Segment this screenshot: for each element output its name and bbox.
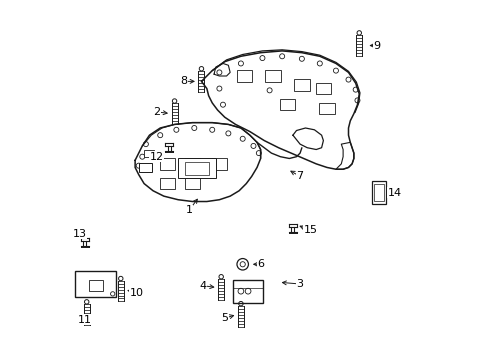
Text: 3: 3	[296, 279, 303, 289]
Text: 10: 10	[130, 288, 143, 298]
Bar	[373, 184, 384, 201]
Bar	[184, 158, 200, 170]
Text: 4: 4	[199, 281, 206, 291]
Bar	[144, 149, 154, 157]
Text: 1: 1	[185, 206, 192, 216]
Bar	[236, 70, 252, 82]
Bar	[371, 181, 385, 204]
Bar	[185, 162, 208, 175]
Bar	[75, 271, 116, 297]
Text: 6: 6	[257, 259, 264, 269]
Text: 13: 13	[72, 229, 86, 239]
Bar	[211, 158, 227, 170]
Text: 15: 15	[303, 225, 317, 235]
Bar	[232, 279, 263, 303]
Bar	[315, 83, 330, 94]
Bar	[184, 178, 200, 189]
Bar	[159, 158, 175, 170]
Text: 14: 14	[387, 188, 401, 198]
Bar	[319, 103, 334, 114]
Bar	[279, 99, 295, 111]
Bar	[265, 70, 281, 82]
Text: 9: 9	[373, 41, 380, 50]
Text: 5: 5	[221, 313, 228, 323]
Text: 11: 11	[78, 315, 92, 325]
Bar	[159, 178, 175, 189]
Text: 2: 2	[153, 107, 160, 117]
Bar	[293, 79, 309, 91]
Bar	[178, 158, 215, 178]
Text: 8: 8	[180, 76, 187, 86]
Text: 12: 12	[149, 152, 163, 162]
Bar	[88, 280, 102, 291]
Bar	[139, 163, 152, 172]
Text: 7: 7	[296, 171, 303, 181]
